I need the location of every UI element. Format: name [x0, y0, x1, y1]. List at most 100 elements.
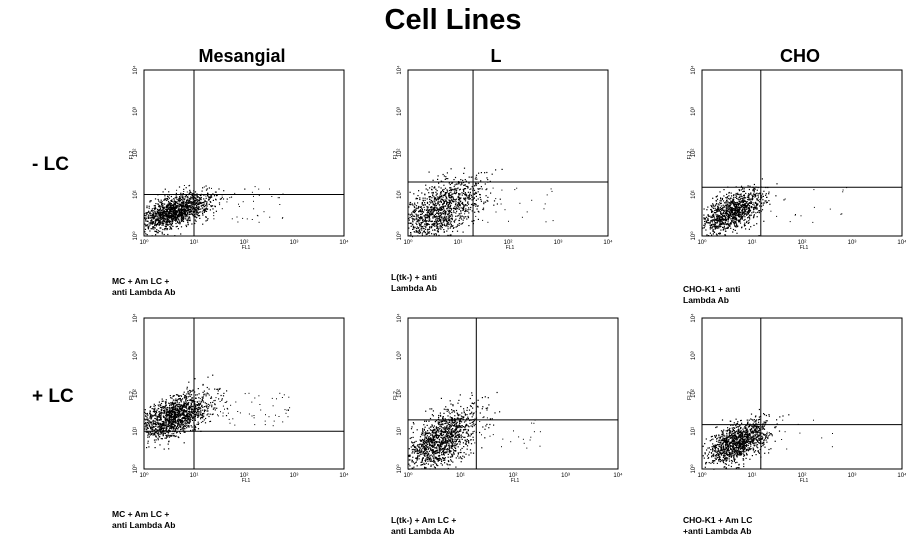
event-point — [437, 201, 439, 203]
event-point — [254, 186, 256, 188]
event-point — [175, 435, 177, 437]
event-point — [185, 415, 187, 417]
event-point — [167, 423, 169, 425]
event-point — [744, 222, 746, 224]
event-point — [171, 220, 173, 222]
event-point — [731, 201, 733, 203]
event-point — [216, 194, 218, 196]
event-point — [176, 205, 178, 207]
event-point — [427, 229, 429, 231]
event-point — [414, 204, 416, 206]
event-point — [190, 207, 192, 209]
event-point — [159, 413, 161, 415]
event-point — [727, 208, 729, 211]
event-point — [446, 189, 448, 191]
event-point — [445, 220, 447, 222]
event-point — [731, 218, 733, 220]
event-point — [446, 203, 448, 205]
event-point — [475, 184, 477, 187]
event-point — [251, 219, 253, 220]
event-point — [178, 408, 181, 410]
event-point — [714, 227, 717, 229]
event-point — [435, 221, 437, 223]
event-point — [182, 411, 184, 413]
event-point — [420, 224, 422, 226]
event-point — [169, 223, 171, 225]
event-point — [196, 194, 198, 196]
event-point — [443, 229, 445, 231]
event-point — [157, 215, 159, 217]
event-point — [160, 412, 162, 414]
event-point — [734, 208, 736, 210]
event-point — [768, 200, 770, 202]
event-point — [160, 424, 162, 426]
event-point — [173, 420, 175, 422]
event-point — [197, 421, 199, 423]
event-point — [178, 418, 180, 420]
event-point — [712, 225, 714, 227]
event-point — [174, 421, 176, 423]
event-point — [741, 200, 743, 202]
event-point — [456, 225, 458, 227]
event-point — [464, 205, 466, 207]
event-point — [462, 188, 464, 191]
event-point — [192, 197, 194, 199]
event-point — [190, 205, 192, 207]
event-point — [427, 223, 429, 225]
event-point — [166, 419, 168, 421]
event-point — [467, 209, 469, 211]
event-point — [730, 214, 732, 216]
event-point — [191, 399, 193, 402]
event-point — [198, 415, 200, 417]
event-point — [191, 411, 193, 413]
event-point — [169, 419, 171, 421]
event-point — [147, 211, 149, 213]
event-point — [706, 209, 708, 211]
event-point — [442, 207, 444, 208]
event-point — [702, 227, 704, 229]
event-point — [749, 209, 752, 212]
event-point — [170, 205, 172, 207]
event-point — [153, 439, 156, 441]
event-point — [726, 214, 728, 216]
event-point — [443, 191, 445, 193]
event-point — [454, 189, 456, 191]
event-point — [195, 414, 197, 416]
event-point — [191, 410, 193, 412]
event-point — [436, 203, 439, 205]
event-point — [735, 217, 738, 219]
event-point — [421, 227, 423, 229]
event-point — [180, 211, 182, 213]
event-point — [521, 216, 523, 218]
event-point — [743, 188, 745, 190]
x-tick-label: 10¹ — [454, 240, 463, 246]
event-point — [459, 205, 461, 207]
event-point — [743, 197, 745, 199]
event-point — [412, 226, 414, 228]
event-point — [476, 183, 478, 185]
event-point — [729, 204, 731, 206]
event-point — [158, 214, 160, 216]
event-point — [179, 426, 181, 428]
event-point — [191, 397, 194, 399]
y-tick-label: 10² — [691, 149, 697, 158]
event-point — [192, 399, 194, 401]
event-point — [417, 219, 419, 221]
event-point — [168, 214, 170, 216]
event-point — [159, 413, 162, 415]
event-point — [148, 422, 150, 424]
event-point — [418, 210, 420, 212]
event-point — [715, 200, 718, 202]
event-point — [742, 211, 744, 213]
event-point — [712, 223, 714, 225]
x-tick-label: 10² — [240, 240, 249, 246]
event-point — [163, 432, 165, 435]
event-point — [526, 211, 528, 213]
event-point — [177, 215, 179, 217]
event-point — [440, 226, 442, 228]
event-point — [434, 209, 436, 211]
event-point — [159, 223, 161, 225]
event-point — [147, 427, 149, 429]
event-point — [144, 409, 146, 411]
event-point — [220, 394, 222, 397]
